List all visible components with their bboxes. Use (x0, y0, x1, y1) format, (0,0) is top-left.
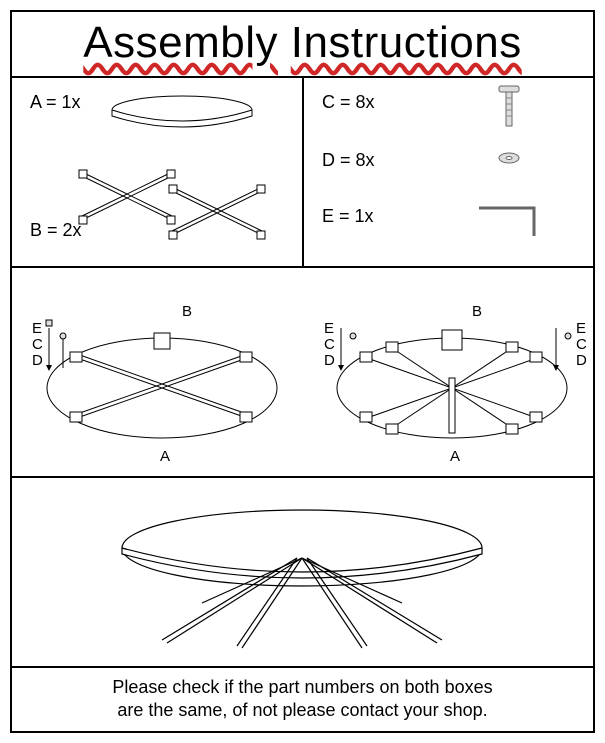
part-a-label: A = 1x (30, 92, 81, 113)
page-title: Assembly Instructions (12, 18, 593, 68)
step2-label-e-l: E (324, 320, 334, 337)
part-a-icon (112, 96, 252, 127)
step-2-svg (304, 268, 596, 478)
step2-label-e-r: E (576, 320, 586, 337)
footer-line-1: Please check if the part numbers on both… (24, 676, 581, 699)
step2-label-d-r: D (576, 352, 587, 369)
title-word-2: Instructions (291, 18, 522, 67)
step2-label-a: A (450, 448, 460, 465)
step-2-panel: B A E C D E C D (304, 268, 596, 476)
part-e-icon (479, 208, 534, 236)
step-1-panel: B A E C D (12, 268, 304, 476)
step1-label-d: D (32, 352, 43, 369)
step1-label-a: A (160, 448, 170, 465)
parts-left-panel: A = 1x B = 2x (12, 78, 304, 266)
step1-label-b: B (182, 303, 192, 320)
part-c-icon (499, 86, 519, 126)
steps-row: B A E C D (12, 268, 593, 478)
part-b-label: B = 2x (30, 220, 82, 241)
step2-label-c-l: C (324, 336, 335, 353)
part-d-icon (499, 153, 519, 163)
step-1-svg (12, 268, 304, 478)
parts-row: A = 1x B = 2x (12, 78, 593, 268)
final-svg (12, 478, 593, 668)
title-word-1: Assembly (83, 18, 278, 67)
footer-line-2: are the same, of not please contact your… (24, 699, 581, 722)
part-c-label: C = 8x (322, 92, 375, 113)
step2-label-d-l: D (324, 352, 335, 369)
instruction-sheet: Assembly Instructions A = 1x B = 2x (10, 10, 595, 733)
footer-note: Please check if the part numbers on both… (12, 668, 593, 731)
part-d-label: D = 8x (322, 150, 375, 171)
final-row (12, 478, 593, 668)
title-row: Assembly Instructions (12, 12, 593, 78)
step2-label-b: B (472, 303, 482, 320)
part-b-icon (79, 170, 265, 239)
step1-label-c: C (32, 336, 43, 353)
parts-right-panel: C = 8x D = 8x E = 1x (304, 78, 594, 266)
part-e-label: E = 1x (322, 206, 374, 227)
step1-label-e: E (32, 320, 42, 337)
step2-label-c-r: C (576, 336, 587, 353)
